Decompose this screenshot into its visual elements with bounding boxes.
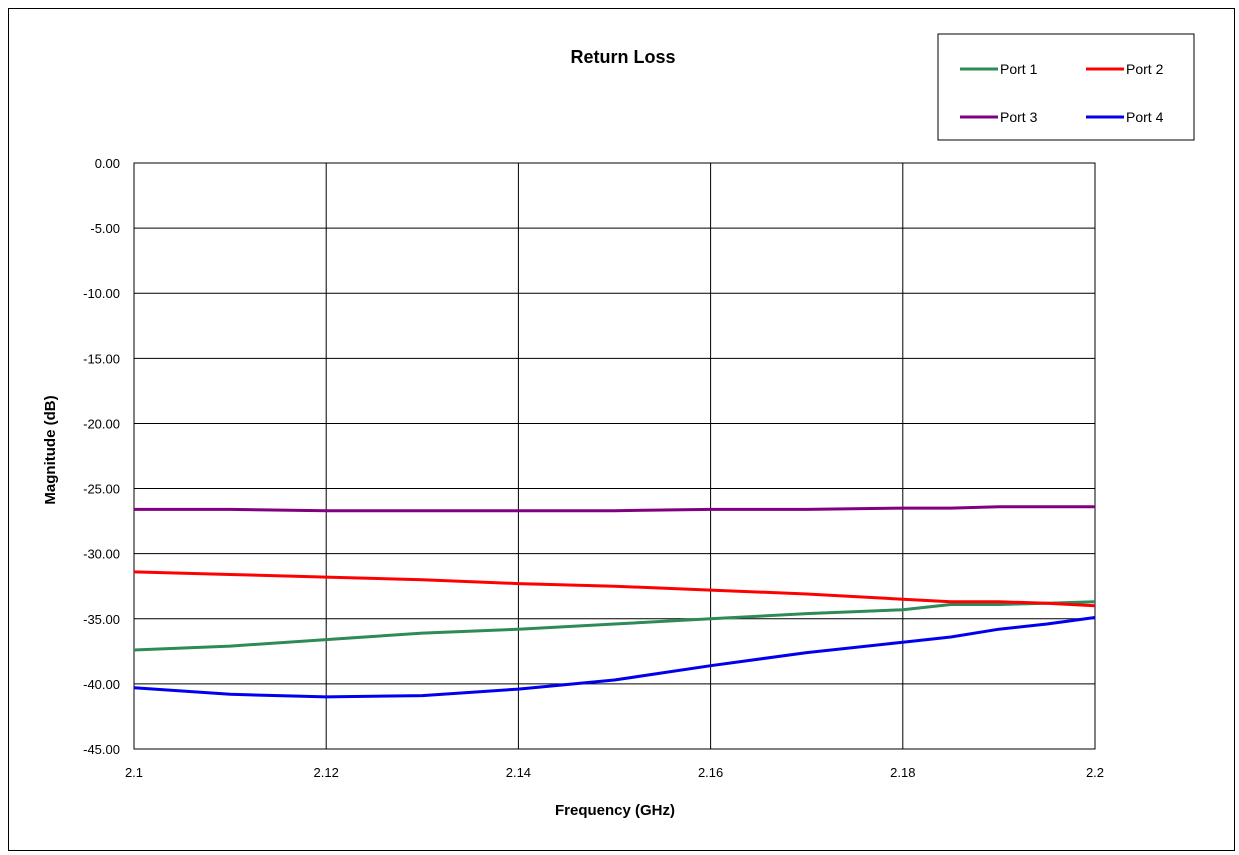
legend-label-port-3: Port 3 (1000, 109, 1038, 125)
y-tick-label: -30.00 (83, 547, 120, 562)
series-line-port-2 (133, 570, 1096, 608)
y-tick-label: -40.00 (83, 677, 120, 692)
y-axis-title: Magnitude (dB) (42, 395, 59, 504)
y-tick-labels: 0.00 -5.00 -10.00 -15.00 -20.00 -25.00 -30.00 -… (83, 156, 120, 757)
x-tick-label: 2.2 (1086, 765, 1104, 780)
x-tick-label: 2.14 (506, 765, 531, 780)
x-axis-title: Frequency (GHz) (555, 802, 675, 819)
y-tick-label: -35.00 (83, 612, 120, 627)
y-tick-label: -5.00 (90, 221, 120, 236)
legend: Port 1 Port 2 Port 3 Port 4 (937, 33, 1195, 141)
x-tick-label: 2.12 (314, 765, 339, 780)
y-tick-label: -15.00 (83, 351, 120, 366)
x-tick-labels: 2.1 2.12 2.14 2.16 2.18 2.2 (125, 765, 1104, 780)
legend-label-port-1: Port 1 (1000, 61, 1038, 77)
chart-title: Return Loss (570, 47, 675, 67)
x-tick-label: 2.1 (125, 765, 143, 780)
series-group (133, 505, 1096, 699)
y-tick-label: 0.00 (95, 156, 120, 171)
legend-label-port-2: Port 2 (1126, 61, 1164, 77)
plot-area (133, 162, 1096, 750)
chart-frame (8, 8, 1235, 851)
grid (133, 162, 1096, 750)
series-line-port-1 (133, 600, 1096, 652)
y-tick-label: -10.00 (83, 286, 120, 301)
series-line-port-4 (133, 616, 1096, 699)
legend-box (937, 33, 1195, 141)
legend-label-port-4: Port 4 (1126, 109, 1164, 125)
series-line-port-3 (134, 505, 1095, 513)
y-tick-label: -45.00 (83, 742, 120, 757)
y-tick-label: -20.00 (83, 416, 120, 431)
x-tick-label: 2.18 (890, 765, 915, 780)
y-tick-label: -25.00 (83, 482, 120, 497)
x-tick-label: 2.16 (698, 765, 723, 780)
